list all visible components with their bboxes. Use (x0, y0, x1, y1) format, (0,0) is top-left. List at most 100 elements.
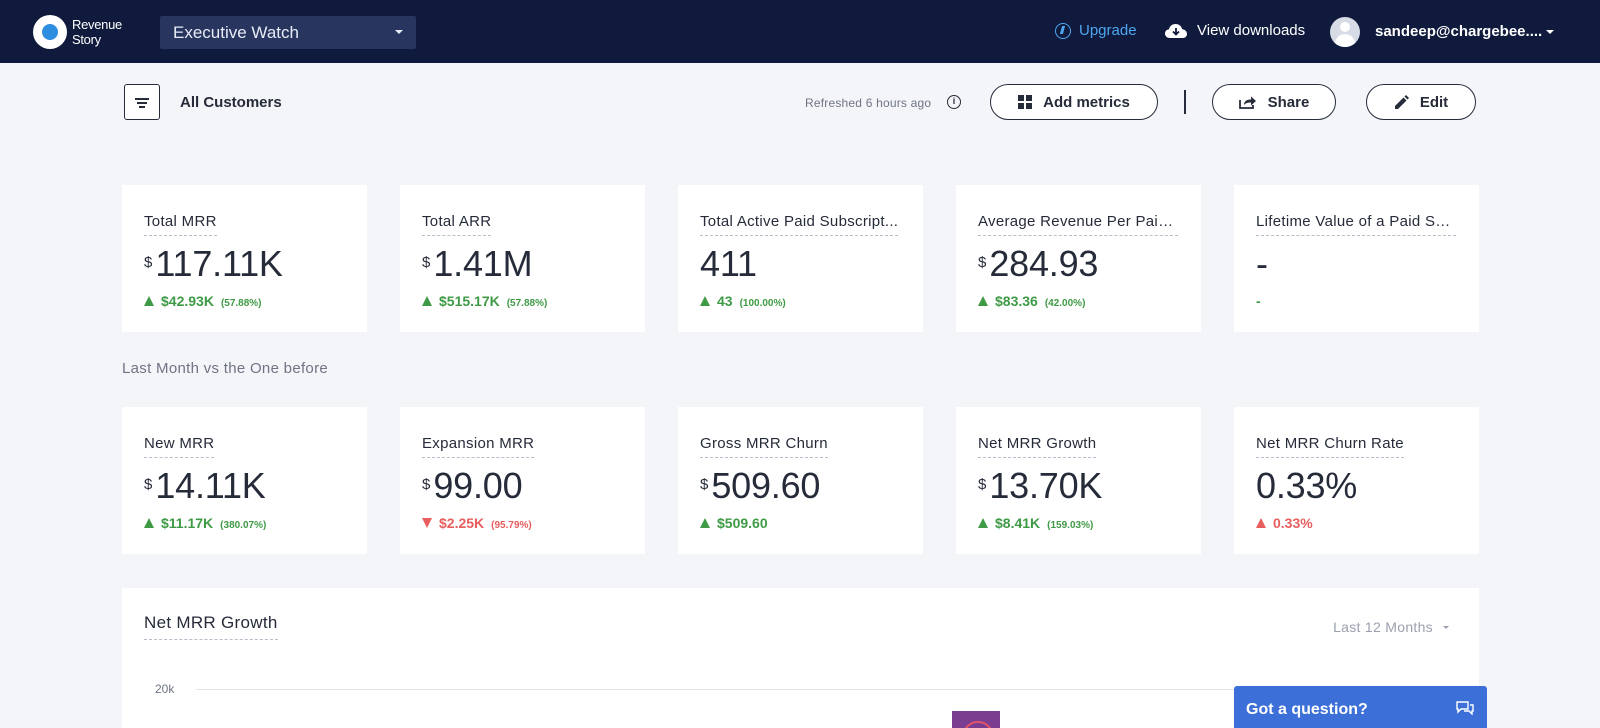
date-range-select[interactable]: Last 12 Months (1333, 619, 1449, 635)
date-range-value: Last 12 Months (1333, 619, 1433, 635)
metric-card[interactable]: Total ARR $1.41M $515.17K (57.88%) (400, 185, 645, 332)
chevron-down-icon (1443, 625, 1449, 629)
metric-value: $14.11K (144, 465, 266, 507)
currency-symbol: $ (978, 476, 987, 493)
metric-title[interactable]: Expansion MRR (422, 435, 535, 458)
metric-number: 117.11K (155, 243, 283, 284)
net-mrr-growth-chart-panel: Net MRR Growth Last 12 Months 20k (122, 588, 1479, 728)
currency-symbol: $ (144, 476, 153, 493)
metric-title[interactable]: Total Active Paid Subscript... (700, 213, 899, 236)
delta-amount: $83.36 (995, 293, 1038, 309)
cloud-download-icon (1165, 23, 1187, 38)
dashboard-select[interactable]: Executive Watch (160, 16, 416, 49)
triangle-up-icon (144, 518, 154, 528)
metric-delta: - (1256, 293, 1261, 309)
chart-thumbnail (952, 711, 1000, 728)
delta-percent: (100.00%) (739, 298, 786, 309)
delta-amount: $8.41K (995, 515, 1041, 531)
delta-amount: $2.25K (439, 515, 485, 531)
view-downloads-link[interactable]: View downloads (1165, 22, 1305, 39)
avatar[interactable] (1330, 17, 1360, 47)
triangle-up-icon (422, 296, 432, 306)
user-email[interactable]: sandeep@chargebee.... (1375, 23, 1543, 40)
metric-card[interactable]: Net MRR Churn Rate 0.33% 0.33% (1234, 407, 1479, 554)
top-nav: Revenue Story Executive Watch Upgrade Vi… (0, 0, 1600, 63)
metric-title[interactable]: Net MRR Growth (978, 435, 1097, 458)
revenue-story-logo[interactable]: Revenue Story (33, 15, 122, 49)
metric-delta: 0.33% (1256, 515, 1313, 531)
grid-icon (1018, 95, 1033, 109)
currency-symbol: $ (422, 476, 431, 493)
segment-label[interactable]: All Customers (180, 94, 282, 111)
triangle-down-icon (422, 518, 432, 528)
metric-delta: 43 (100.00%) (700, 293, 786, 309)
filter-icon (135, 98, 149, 100)
delta-amount: - (1256, 293, 1261, 309)
y-axis-tick-label: 20k (155, 682, 175, 696)
logo-text-line2: Story (72, 32, 101, 47)
metric-number: 509.60 (711, 465, 821, 506)
delta-amount: 0.33% (1273, 515, 1313, 531)
metric-card[interactable]: Total MRR $117.11K $42.93K (57.88%) (122, 185, 367, 332)
chevron-down-icon[interactable] (1546, 30, 1554, 34)
delta-amount: $515.17K (439, 293, 500, 309)
delta-percent: (380.07%) (220, 520, 267, 531)
delta-amount: $42.93K (161, 293, 214, 309)
metric-value: $1.41M (422, 243, 533, 285)
metric-number: 14.11K (155, 465, 266, 506)
metric-delta: $83.36 (42.00%) (978, 293, 1085, 309)
delta-percent: (159.03%) (1047, 520, 1094, 531)
metric-delta: $2.25K (95.79%) (422, 515, 532, 531)
info-icon[interactable]: i (947, 95, 961, 109)
metric-title[interactable]: Lifetime Value of a Paid Su... (1256, 213, 1456, 236)
metric-number: 13.70K (989, 465, 1103, 506)
metric-delta: $11.17K (380.07%) (144, 515, 266, 531)
metric-title[interactable]: Gross MRR Churn (700, 435, 828, 458)
share-icon (1238, 96, 1256, 109)
currency-symbol: $ (700, 476, 709, 493)
currency-symbol: $ (144, 254, 153, 271)
metric-title[interactable]: Average Revenue Per Paid ... (978, 213, 1178, 236)
metric-value: $99.00 (422, 465, 523, 507)
metric-title[interactable]: Total MRR (144, 213, 217, 236)
metric-value: $284.93 (978, 243, 1098, 285)
chart-gridline (196, 689, 1466, 690)
metric-card[interactable]: Lifetime Value of a Paid Su... - - (1234, 185, 1479, 332)
metric-card[interactable]: Average Revenue Per Paid ... $284.93 $83.3… (956, 185, 1201, 332)
share-label: Share (1267, 93, 1310, 111)
metric-number: 1.41M (433, 243, 533, 284)
metric-number: 99.00 (433, 465, 523, 506)
metric-card[interactable]: Gross MRR Churn $509.60 $509.60 (678, 407, 923, 554)
metric-card[interactable]: Total Active Paid Subscript... 411 43 (100.… (678, 185, 923, 332)
share-button[interactable]: Share (1212, 84, 1336, 120)
chevron-down-icon (395, 30, 403, 34)
filter-button[interactable] (124, 84, 160, 120)
delta-percent: (57.88%) (220, 298, 262, 309)
metric-card[interactable]: Expansion MRR $99.00 $2.25K (95.79%) (400, 407, 645, 554)
metric-value: - (1256, 243, 1268, 285)
metric-title[interactable]: Net MRR Churn Rate (1256, 435, 1404, 458)
upgrade-link[interactable]: Upgrade (1055, 22, 1137, 39)
delta-percent: (42.00%) (1044, 298, 1086, 309)
metric-card[interactable]: Net MRR Growth $13.70K $8.41K (159.03%) (956, 407, 1201, 554)
metric-card[interactable]: New MRR $14.11K $11.17K (380.07%) (122, 407, 367, 554)
delta-amount: $11.17K (161, 515, 214, 531)
triangle-up-icon (700, 518, 710, 528)
metric-value: $509.60 (700, 465, 820, 507)
add-metrics-button[interactable]: Add metrics (990, 84, 1158, 120)
edit-button[interactable]: Edit (1366, 84, 1476, 120)
chart-title[interactable]: Net MRR Growth (144, 613, 278, 640)
metric-number: 284.93 (989, 243, 1099, 284)
metric-value: 0.33% (1256, 465, 1357, 507)
triangle-up-icon (144, 296, 154, 306)
metric-delta: $509.60 (700, 515, 768, 531)
delta-percent: (57.88%) (506, 298, 548, 309)
dashboard-select-value: Executive Watch (173, 22, 299, 42)
edit-icon (1394, 94, 1409, 109)
help-label: Got a question? (1246, 701, 1368, 718)
upgrade-icon (1055, 22, 1071, 39)
metric-title[interactable]: New MRR (144, 435, 215, 458)
metric-delta: $515.17K (57.88%) (422, 293, 547, 309)
metric-title[interactable]: Total ARR (422, 213, 492, 236)
help-chat-widget[interactable]: Got a question? (1234, 686, 1487, 728)
